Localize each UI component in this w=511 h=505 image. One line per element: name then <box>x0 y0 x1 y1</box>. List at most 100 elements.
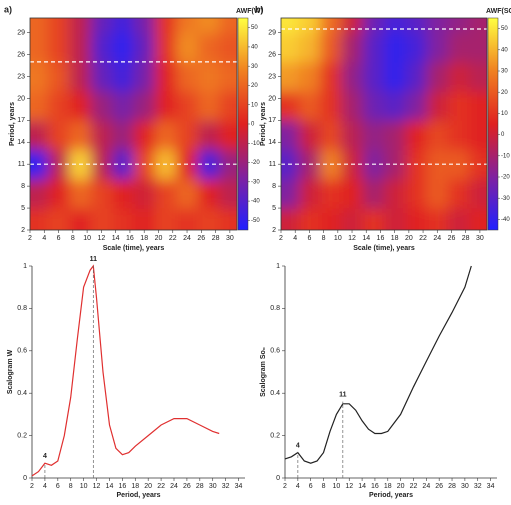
heatmap-area <box>30 18 237 230</box>
heat-cell <box>219 61 237 92</box>
x-tick-label: 8 <box>322 483 326 490</box>
heat-cell <box>426 32 449 63</box>
x-tick-label: 22 <box>169 235 177 242</box>
colorbar-tick-label: -10 <box>251 141 260 147</box>
heat-cell <box>176 208 199 230</box>
heat-cell <box>112 18 134 34</box>
heat-cell <box>405 18 428 34</box>
heat-cell <box>197 91 220 121</box>
plot-frame <box>280 17 488 231</box>
x-tick-label: 34 <box>487 483 495 490</box>
heat-cell <box>298 208 321 230</box>
colorbar-tick-label: 50 <box>501 26 508 32</box>
x-tick-label: 2 <box>279 235 283 242</box>
heat-cell <box>362 120 385 151</box>
heat-cell <box>384 32 406 63</box>
x-tick-label: 8 <box>322 235 326 242</box>
y-tick-label: 0 <box>276 475 280 482</box>
x-tick-label: 8 <box>71 235 75 242</box>
heat-cell <box>69 178 92 209</box>
heat-cell <box>90 32 113 63</box>
heat-cell <box>197 18 220 34</box>
heat-cell <box>197 32 220 63</box>
x-tick-label: 18 <box>131 483 139 490</box>
y-tick-label: 5 <box>272 205 276 212</box>
heat-cell <box>320 32 342 63</box>
y-axis-label: Scalogram So₀ <box>260 347 267 397</box>
y-tick-label: 2 <box>21 227 25 234</box>
heat-cell <box>281 178 300 209</box>
y-tick-label: 0.2 <box>270 432 280 439</box>
heat-cell <box>341 32 364 63</box>
y-tick-label: 0.6 <box>270 348 280 355</box>
x-tick-label: 20 <box>405 235 413 242</box>
colorbar-tick-label: -20 <box>501 175 510 181</box>
heat-cell <box>405 208 428 230</box>
x-tick-label: 10 <box>83 235 91 242</box>
heat-cell <box>362 91 385 121</box>
heat-cell <box>90 18 113 34</box>
heat-cell <box>69 208 92 230</box>
x-tick-label: 6 <box>307 235 311 242</box>
line-series <box>31 264 220 477</box>
y-tick-label: 20 <box>268 95 276 102</box>
x-tick-label: 12 <box>345 483 353 490</box>
x-tick-label: 20 <box>397 483 405 490</box>
heat-cell <box>197 208 220 230</box>
colorbar-tick-label: -20 <box>251 160 260 166</box>
y-tick-label: 2 <box>272 227 276 234</box>
x-tick-label: 14 <box>358 483 366 490</box>
heatmap-cells <box>281 18 487 230</box>
y-tick-label: 14 <box>17 139 25 146</box>
x-tick-label: 30 <box>461 483 469 490</box>
plot-frame <box>29 17 238 231</box>
x-axis-label: Scale (time), years <box>353 245 415 252</box>
heat-cell <box>69 91 92 121</box>
x-tick-label: 12 <box>93 483 101 490</box>
y-tick-label: 14 <box>268 139 276 146</box>
annotation: 11 <box>90 256 98 263</box>
heat-cell <box>197 178 220 209</box>
x-tick-label: 16 <box>377 235 385 242</box>
x-tick-label: 14 <box>362 235 370 242</box>
heat-cell <box>133 61 156 92</box>
heat-cell <box>154 91 177 121</box>
x-axis-label: Scale (time), years <box>103 245 165 252</box>
x-tick-label: 26 <box>183 483 191 490</box>
heat-cell <box>298 61 321 92</box>
y-tick-label: 0.8 <box>270 305 280 312</box>
heat-cell <box>320 61 342 92</box>
heat-cell <box>69 32 92 63</box>
colorbar <box>487 17 499 231</box>
y-tick-label: 0.2 <box>17 432 27 439</box>
heat-cell <box>384 178 406 209</box>
y-tick-label: 23 <box>17 73 25 80</box>
heat-cell <box>90 120 113 151</box>
heat-cell <box>362 18 385 34</box>
heatmap-cells <box>30 18 237 230</box>
x-tick-label: 28 <box>462 235 470 242</box>
heat-cell <box>90 91 113 121</box>
colorbar-tick-label: 10 <box>251 102 258 108</box>
x-tick-label: 14 <box>106 483 114 490</box>
heat-cell <box>219 120 237 151</box>
colorbar-tick-label: 40 <box>501 47 508 53</box>
heat-cell <box>426 120 449 151</box>
heat-cell <box>341 208 364 230</box>
heat-cell <box>90 61 113 92</box>
heat-cell <box>176 178 199 209</box>
x-tick-label: 26 <box>197 235 205 242</box>
x-tick-label: 18 <box>384 483 392 490</box>
heat-cell <box>133 208 156 230</box>
heat-cell <box>69 61 92 92</box>
heat-cell <box>133 120 156 151</box>
heat-cell <box>112 91 134 121</box>
heat-cell <box>47 91 70 121</box>
x-tick-label: 6 <box>57 235 61 242</box>
heat-cell <box>176 61 199 92</box>
y-tick-label: 5 <box>21 205 25 212</box>
colorbar-tick-label: 50 <box>251 25 258 31</box>
y-tick-label: 8 <box>21 183 25 190</box>
heat-cell <box>69 120 92 151</box>
